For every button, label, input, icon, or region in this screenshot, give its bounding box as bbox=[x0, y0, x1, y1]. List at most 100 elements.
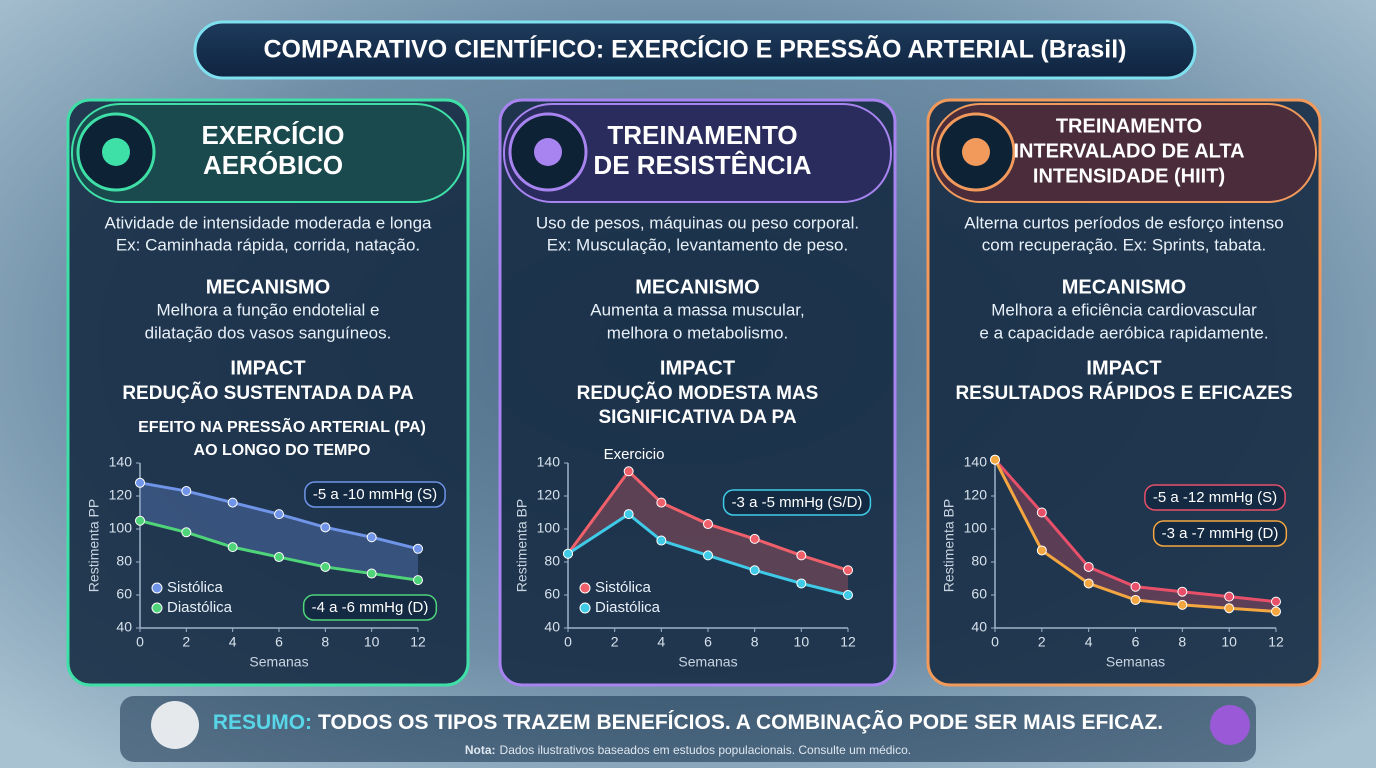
legend-label: Sistólica bbox=[167, 579, 224, 596]
y-tick-label: 100 bbox=[109, 520, 133, 536]
y-tick-label: 40 bbox=[544, 619, 560, 635]
y-tick-label: 60 bbox=[544, 586, 560, 602]
annotation-box bbox=[1144, 484, 1286, 511]
data-point bbox=[1224, 591, 1235, 602]
panel-heading: TREINAMENTO bbox=[1056, 115, 1202, 137]
panel-description: Alterna curtos períodos de esforço inten… bbox=[964, 213, 1283, 232]
chart-title: EFEITO NA PRESSÃO ARTERIAL (PA) bbox=[138, 416, 426, 436]
legend-label: Diastólica bbox=[595, 599, 661, 616]
data-point bbox=[227, 497, 238, 508]
x-tick-label: 8 bbox=[751, 634, 759, 650]
impact-text: SIGNIFICATIVA DA PA bbox=[598, 407, 796, 428]
x-tick-label: 10 bbox=[364, 634, 380, 650]
panel-description: Uso de pesos, máquinas ou peso corporal. bbox=[536, 213, 859, 232]
annotation: -4 a -6 mmHg (D) bbox=[312, 599, 429, 616]
data-point bbox=[1130, 594, 1141, 605]
data-point bbox=[135, 477, 145, 488]
annotation: -3 a -5 mmHg (S/D) bbox=[732, 494, 863, 511]
data-point bbox=[1083, 561, 1094, 572]
data-point bbox=[1083, 578, 1094, 589]
data-point bbox=[796, 550, 807, 561]
panel-heading: DE RESISTÊNCIA bbox=[593, 150, 811, 180]
data-point bbox=[274, 552, 284, 563]
x-axis-label: Semanas bbox=[678, 654, 737, 670]
x-tick-label: 12 bbox=[1268, 634, 1284, 650]
page-title: COMPARATIVO CIENTÍFICO: EXERCÍCIO E PRES… bbox=[263, 34, 1126, 64]
x-axis-label: Semanas bbox=[1106, 654, 1165, 670]
impact-label: IMPACT bbox=[230, 357, 305, 379]
data-point bbox=[1036, 545, 1047, 556]
band-fill bbox=[995, 459, 1276, 612]
x-tick-label: 12 bbox=[410, 634, 426, 650]
mechanism-label: MECANISMO bbox=[206, 276, 330, 298]
panel-description: Ex: Caminhada rápida, corrida, natação. bbox=[116, 235, 420, 254]
panel-icon-inner bbox=[962, 138, 990, 166]
y-tick-label: 60 bbox=[971, 586, 987, 602]
panel-header bbox=[71, 103, 465, 203]
y-axis-label: Restimenta BP bbox=[514, 499, 530, 592]
x-tick-label: 4 bbox=[229, 634, 237, 650]
panel-icon-inner bbox=[534, 138, 562, 166]
data-point bbox=[181, 486, 192, 497]
x-tick-label: 2 bbox=[182, 634, 190, 650]
panel-description: com recuperação. Ex: Sprints, tabata. bbox=[982, 235, 1266, 254]
mechanism-text: dilatação dos vasos sanguíneos. bbox=[145, 323, 392, 342]
annotation: -5 a -12 mmHg (S) bbox=[1153, 489, 1277, 506]
y-tick-label: 140 bbox=[964, 454, 988, 470]
data-point bbox=[135, 515, 145, 526]
panel-icon-inner bbox=[102, 138, 130, 166]
x-tick-label: 6 bbox=[704, 634, 712, 650]
y-tick-label: 120 bbox=[109, 487, 133, 503]
annotation-box bbox=[302, 594, 438, 621]
y-tick-label: 120 bbox=[964, 487, 988, 503]
data-point bbox=[181, 527, 192, 538]
x-tick-label: 0 bbox=[991, 634, 999, 650]
y-tick-label: 40 bbox=[971, 619, 987, 635]
mechanism-label: MECANISMO bbox=[1062, 276, 1186, 298]
data-point bbox=[656, 535, 667, 546]
panel-header bbox=[503, 103, 892, 203]
summary: RESUMO: TODOS OS TIPOS TRAZEM BENEFÍCIOS.… bbox=[213, 711, 1163, 734]
impact-text: REDUÇÃO MODESTA MAS bbox=[577, 382, 819, 404]
data-point bbox=[656, 497, 667, 508]
x-tick-label: 10 bbox=[1221, 634, 1237, 650]
x-axis-label: Semanas bbox=[249, 654, 308, 670]
legend-swatch bbox=[579, 582, 591, 594]
note: Nota: Dados ilustrativos baseados em estu… bbox=[465, 743, 911, 757]
annotation: -3 a -7 mmHg (D) bbox=[1162, 525, 1279, 542]
data-point bbox=[990, 454, 1000, 465]
x-tick-label: 8 bbox=[321, 634, 329, 650]
y-tick-label: 40 bbox=[116, 619, 132, 635]
data-point bbox=[843, 590, 853, 600]
legend-label: Sistólica bbox=[595, 579, 652, 596]
mechanism-label: MECANISMO bbox=[635, 276, 759, 298]
mechanism-text: melhora o metabolismo. bbox=[607, 323, 788, 342]
panel-heading: AERÓBICO bbox=[203, 150, 343, 180]
x-tick-label: 2 bbox=[611, 634, 619, 650]
annotation: Exercicio bbox=[604, 446, 665, 463]
x-tick-label: 6 bbox=[275, 634, 283, 650]
x-tick-label: 10 bbox=[794, 634, 810, 650]
y-tick-label: 60 bbox=[116, 586, 132, 602]
note-text: Dados ilustrativos baseados em estudos p… bbox=[500, 743, 912, 757]
data-point bbox=[1130, 581, 1141, 592]
data-point bbox=[703, 550, 713, 561]
mechanism-text: Aumenta a massa muscular, bbox=[590, 300, 804, 319]
y-axis-label: Restimenta BP bbox=[941, 499, 957, 592]
data-point bbox=[274, 509, 284, 520]
data-point bbox=[1271, 606, 1281, 617]
summary-box bbox=[120, 696, 1256, 762]
mechanism-text: Melhora a eficiência cardiovascular bbox=[991, 300, 1257, 319]
data-point bbox=[1224, 603, 1235, 614]
panel-heading: EXERCÍCIO bbox=[201, 120, 344, 150]
data-point bbox=[563, 548, 573, 559]
impact-text: REDUÇÃO SUSTENTADA DA PA bbox=[122, 382, 414, 404]
y-tick-label: 80 bbox=[544, 553, 560, 569]
y-tick-label: 100 bbox=[964, 520, 988, 536]
note-label: Nota: bbox=[465, 743, 496, 757]
impact-text: RESULTADOS RÁPIDOS E EFICAZES bbox=[955, 382, 1292, 404]
band-fill bbox=[140, 482, 418, 581]
panel-header bbox=[931, 103, 1317, 203]
band-fill bbox=[568, 471, 848, 595]
